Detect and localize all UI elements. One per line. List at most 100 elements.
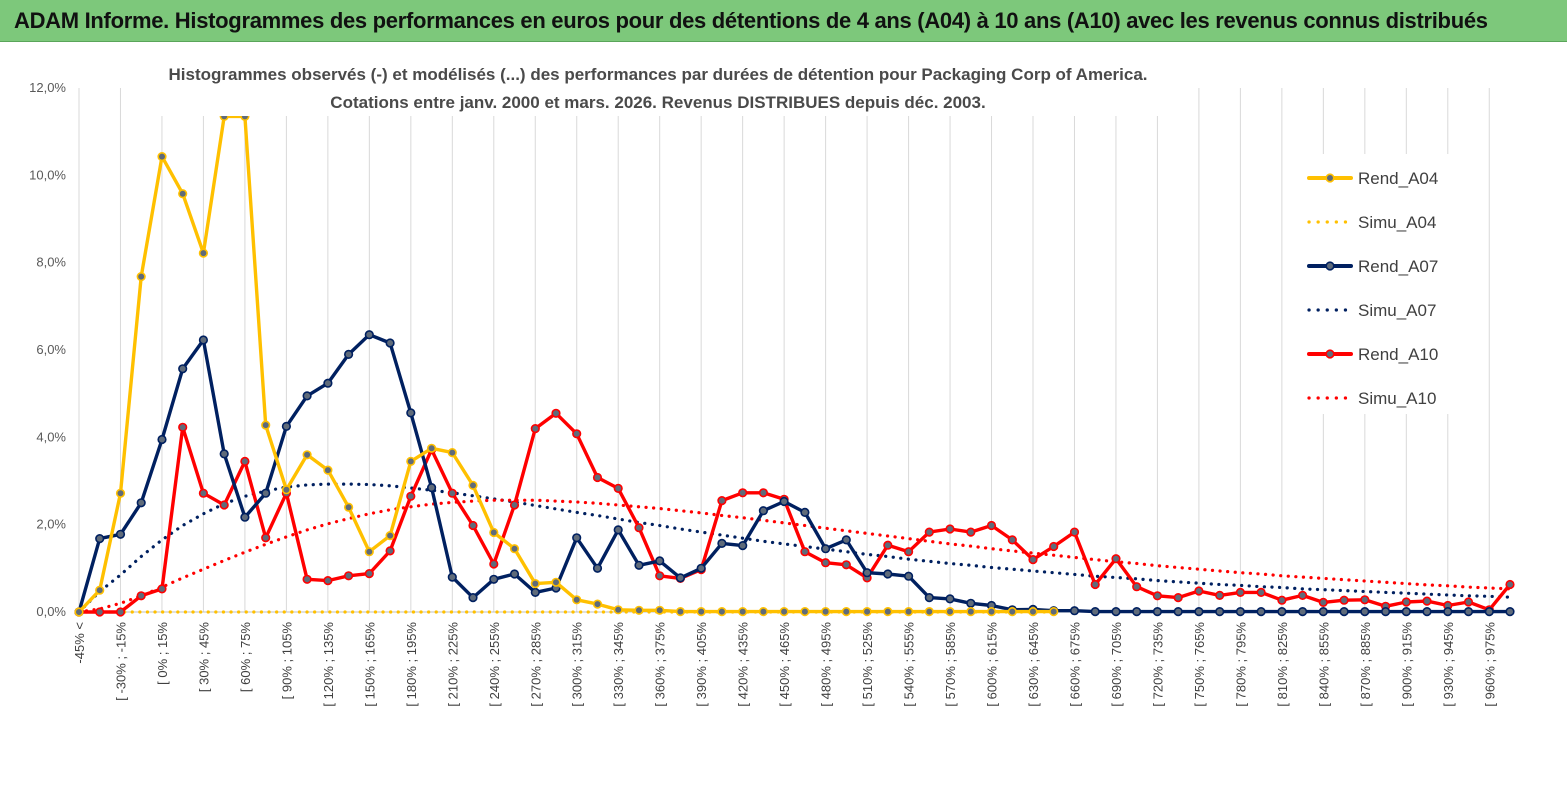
x-tick-label: [ 0% ; 15%: [155, 622, 170, 685]
data-point-rend-a04: [572, 595, 582, 605]
legend-background: [1292, 154, 1482, 414]
data-point-rend-a07: [406, 408, 416, 418]
data-point-rend-a07: [1235, 606, 1245, 617]
data-point-rend-a07: [95, 534, 105, 544]
data-point-rend-a10: [136, 591, 146, 601]
data-point-rend-a04: [696, 606, 706, 617]
data-point-rend-a10: [1152, 591, 1162, 601]
x-tick-label: [ 660% ; 675%: [1067, 622, 1082, 707]
x-tick-label: [ 960% ; 975%: [1482, 622, 1497, 707]
y-tick-label: 6,0%: [36, 342, 66, 357]
y-tick-label: 0,0%: [36, 604, 66, 619]
data-point-rend-a07: [1111, 606, 1121, 617]
data-point-rend-a04: [675, 606, 686, 617]
data-point-rend-a04: [738, 606, 748, 617]
data-point-rend-a07: [1297, 606, 1308, 617]
x-tick-label: [ 60% ; 75%: [238, 622, 253, 693]
series-line-rend-a07: [77, 333, 1512, 614]
data-point-rend-a04: [1007, 606, 1017, 617]
data-point-rend-a04: [385, 531, 395, 541]
legend: Rend_A04 Simu_A04 Rend_A07 Simu_A07 Rend_A10…: [1292, 154, 1482, 414]
legend-marker-rend-a07: [1325, 261, 1335, 271]
y-tick-label: 2,0%: [36, 517, 66, 532]
data-point-rend-a10: [1028, 554, 1038, 565]
chart-title-block: Histogrammes observés (-) et modélisés (…: [148, 56, 1168, 116]
data-point-rend-a07: [592, 563, 603, 573]
data-point-rend-a04: [986, 606, 997, 617]
title-background: [148, 56, 1168, 116]
legend-label-rend-a10: Rend_A10: [1358, 345, 1438, 364]
data-point-rend-a07: [1401, 606, 1411, 617]
y-axis-ticks: 0,0% 2,0% 4,0% 6,0% 8,0% 10,0% 12,0%: [29, 80, 66, 619]
data-point-rend-a04: [1028, 606, 1038, 617]
data-point-rend-a07: [966, 598, 976, 608]
x-tick-label: [ 750% ; 765%: [1192, 622, 1207, 707]
data-point-rend-a10: [1194, 586, 1204, 596]
report-title: ADAM Informe. Histogrammes des performan…: [14, 8, 1488, 33]
x-tick-label: [ 720% ; 735%: [1150, 622, 1165, 707]
data-point-rend-a10: [1007, 535, 1017, 545]
data-point-rend-a07: [157, 434, 167, 445]
report-banner: ADAM Informe. Histogrammes des performan…: [0, 0, 1567, 42]
data-point-rend-a07: [1339, 606, 1349, 617]
data-point-rend-a07: [1090, 606, 1100, 617]
data-point-rend-a10: [447, 488, 457, 498]
chart-subtitle: Cotations entre janv. 2000 et mars. 2026…: [330, 93, 985, 112]
x-tick-label: [ 210% ; 225%: [445, 622, 460, 707]
data-point-rend-a07: [240, 512, 250, 522]
data-point-rend-a07: [655, 556, 665, 566]
data-point-rend-a10: [1256, 587, 1266, 598]
data-point-rend-a10: [364, 568, 374, 579]
x-tick-label: [ 360% ; 375%: [653, 622, 668, 707]
data-point-rend-a07: [344, 349, 354, 360]
data-point-rend-a04: [634, 605, 644, 615]
data-point-rend-a07: [323, 378, 333, 388]
legend-label-rend-a07: Rend_A07: [1358, 257, 1438, 276]
data-point-rend-a10: [924, 527, 934, 537]
data-point-rend-a10: [820, 558, 831, 568]
data-point-rend-a04: [95, 585, 105, 595]
data-point-rend-a04: [489, 527, 499, 538]
data-point-rend-a10: [1297, 590, 1308, 601]
data-point-rend-a04: [136, 272, 146, 282]
data-point-rend-a07: [1215, 606, 1225, 617]
series-line-simu-a07: [77, 482, 1512, 614]
data-point-rend-a10: [1235, 587, 1245, 598]
data-point-rend-a07: [1318, 606, 1328, 617]
data-point-rend-a07: [1194, 606, 1204, 617]
x-tick-label: [ 240% ; 255%: [487, 622, 502, 707]
data-point-rend-a10: [1401, 597, 1411, 607]
chart-area: 0,0% 2,0% 4,0% 6,0% 8,0% 10,0% 12,0% -45% < [ -…: [0, 42, 1567, 789]
data-point-rend-a07: [1256, 606, 1266, 617]
data-point-rend-a07: [862, 568, 872, 578]
data-point-rend-a10: [986, 520, 997, 531]
data-point-rend-a07: [696, 563, 706, 573]
x-tick-label: [ 270% ; 285%: [528, 622, 543, 707]
data-point-rend-a07: [675, 573, 686, 583]
data-point-rend-a07: [1152, 606, 1162, 617]
data-point-rend-a04: [344, 502, 354, 512]
data-point-rend-a07: [1380, 606, 1391, 617]
x-tick-label: [ 120% ; 135%: [321, 622, 336, 707]
data-point-rend-a07: [198, 335, 208, 345]
data-point-rend-a07: [903, 571, 914, 581]
x-tick-label: [ 930% ; 945%: [1441, 622, 1456, 707]
data-point-rend-a04: [427, 443, 437, 453]
data-point-rend-a10: [738, 488, 748, 498]
data-point-rend-a04: [406, 456, 416, 467]
y-tick-label: 8,0%: [36, 255, 66, 270]
data-point-rend-a10: [800, 547, 810, 557]
data-point-rend-a04: [468, 480, 478, 491]
legend-label-rend-a04: Rend_A04: [1358, 169, 1438, 188]
data-point-rend-a10: [945, 524, 955, 534]
data-point-rend-a10: [613, 483, 623, 494]
data-point-rend-a07: [572, 533, 582, 543]
data-point-rend-a10: [240, 456, 250, 467]
x-tick-label: [ 570% ; 585%: [943, 622, 958, 707]
data-point-rend-a07: [468, 592, 478, 603]
data-point-rend-a10: [406, 491, 416, 501]
data-point-rend-a04: [551, 577, 561, 587]
x-tick-label: [ 900% ; 915%: [1399, 622, 1414, 707]
data-point-rend-a10: [551, 408, 561, 418]
data-point-rend-a10: [1463, 597, 1474, 607]
